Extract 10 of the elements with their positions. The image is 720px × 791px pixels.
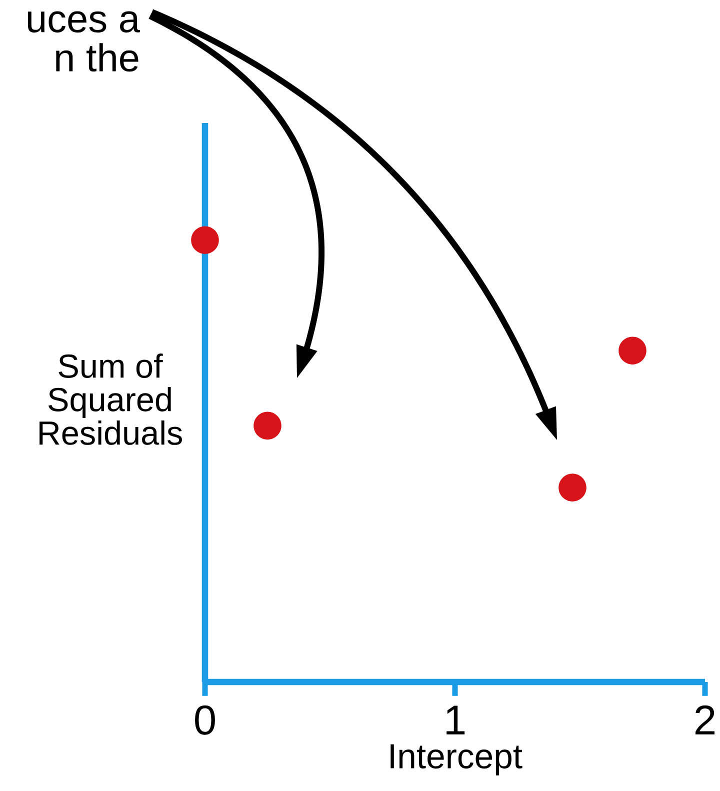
x-tick-label: 0 xyxy=(195,705,215,735)
text: uces a n the xyxy=(28,11,140,72)
x-axis-title: Intercept xyxy=(390,744,522,776)
y-axis-title: Sum of Squared Residuals xyxy=(40,354,182,445)
point xyxy=(558,474,586,502)
x-tick-label: 2 xyxy=(696,705,714,734)
x-tick-label: 1 xyxy=(446,706,465,734)
point xyxy=(191,226,219,254)
point xyxy=(254,412,282,440)
point xyxy=(618,336,646,364)
